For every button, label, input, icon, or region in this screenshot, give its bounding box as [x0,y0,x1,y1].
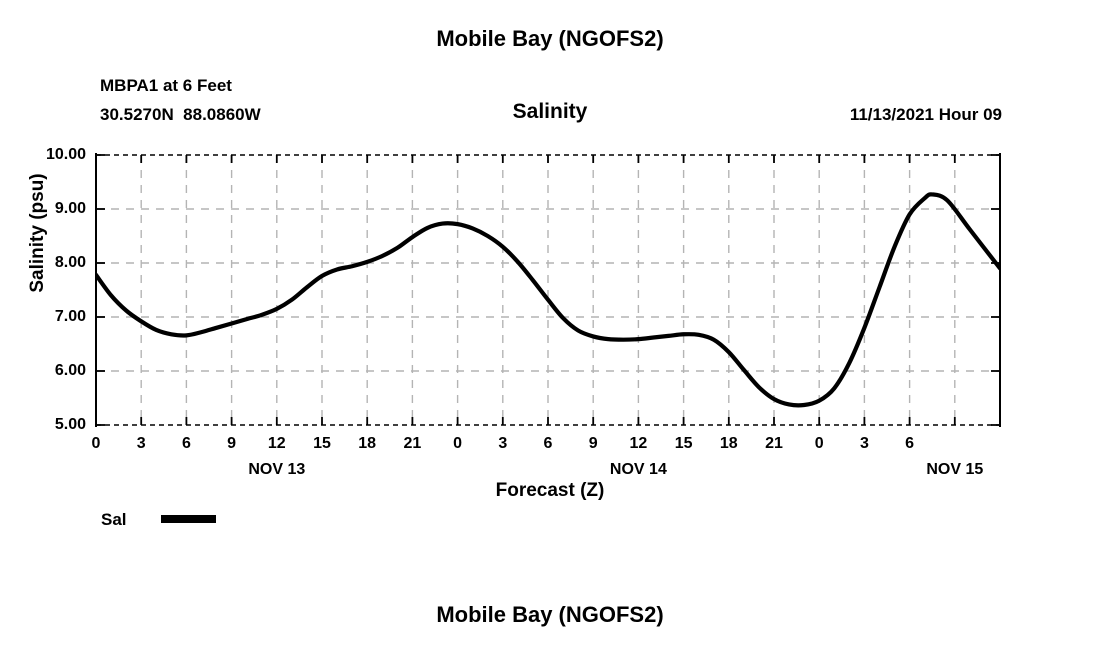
x-axis-label: Forecast (Z) [495,480,605,501]
station-name: MBPA1 at 6 Feet [100,76,232,95]
y-tick-label: 8.00 [54,254,86,271]
y-tick-label: 5.00 [54,416,86,433]
legend-line-swatch [161,515,216,523]
x-tick-label: 9 [588,435,598,452]
x-axis-day-label: NOV 15 [926,461,984,478]
page-title-bottom: Mobile Bay (NGOFS2) [436,602,664,627]
x-tick-label: 0 [814,435,824,452]
x-tick-label: 18 [719,435,738,452]
x-tick-label: 3 [136,435,146,452]
x-tick-label: 21 [765,435,783,452]
x-tick-label: 18 [358,435,377,452]
model-run-time: 11/13/2021 Hour 09 [849,105,1002,124]
y-tick-label: 6.00 [54,362,86,379]
x-tick-label: 15 [313,435,331,452]
plot-axes [95,153,1001,427]
x-tick-label: 3 [859,435,869,452]
x-tick-label: 12 [629,435,648,452]
x-tick-label: 12 [267,435,286,452]
x-tick-label: 21 [403,435,422,452]
axis-ticks [95,154,1001,426]
x-tick-label: 0 [91,435,101,452]
grid-lines [96,154,1000,426]
series-line-sal [96,192,1000,408]
x-tick-label: 6 [905,435,915,452]
chart-subtitle: Salinity [512,100,588,123]
x-tick-label: 15 [674,435,693,452]
x-tick-label: 6 [543,435,553,452]
x-tick-label: 0 [453,435,463,452]
x-tick-label: 9 [227,435,237,452]
station-coordinates: 30.5270N 88.0860W [100,105,261,124]
salinity-series-line [96,192,1000,408]
x-tick-label: 3 [498,435,508,452]
y-tick-label: 10.00 [45,146,86,163]
x-axis-day-label: NOV 13 [248,461,306,478]
y-tick-label: 9.00 [54,200,86,217]
legend-label: Sal [101,510,127,529]
x-axis-day-label: NOV 14 [609,461,667,478]
page-title: Mobile Bay (NGOFS2) [436,26,664,51]
x-tick-label: 6 [181,435,191,452]
y-tick-label: 7.00 [54,308,86,325]
